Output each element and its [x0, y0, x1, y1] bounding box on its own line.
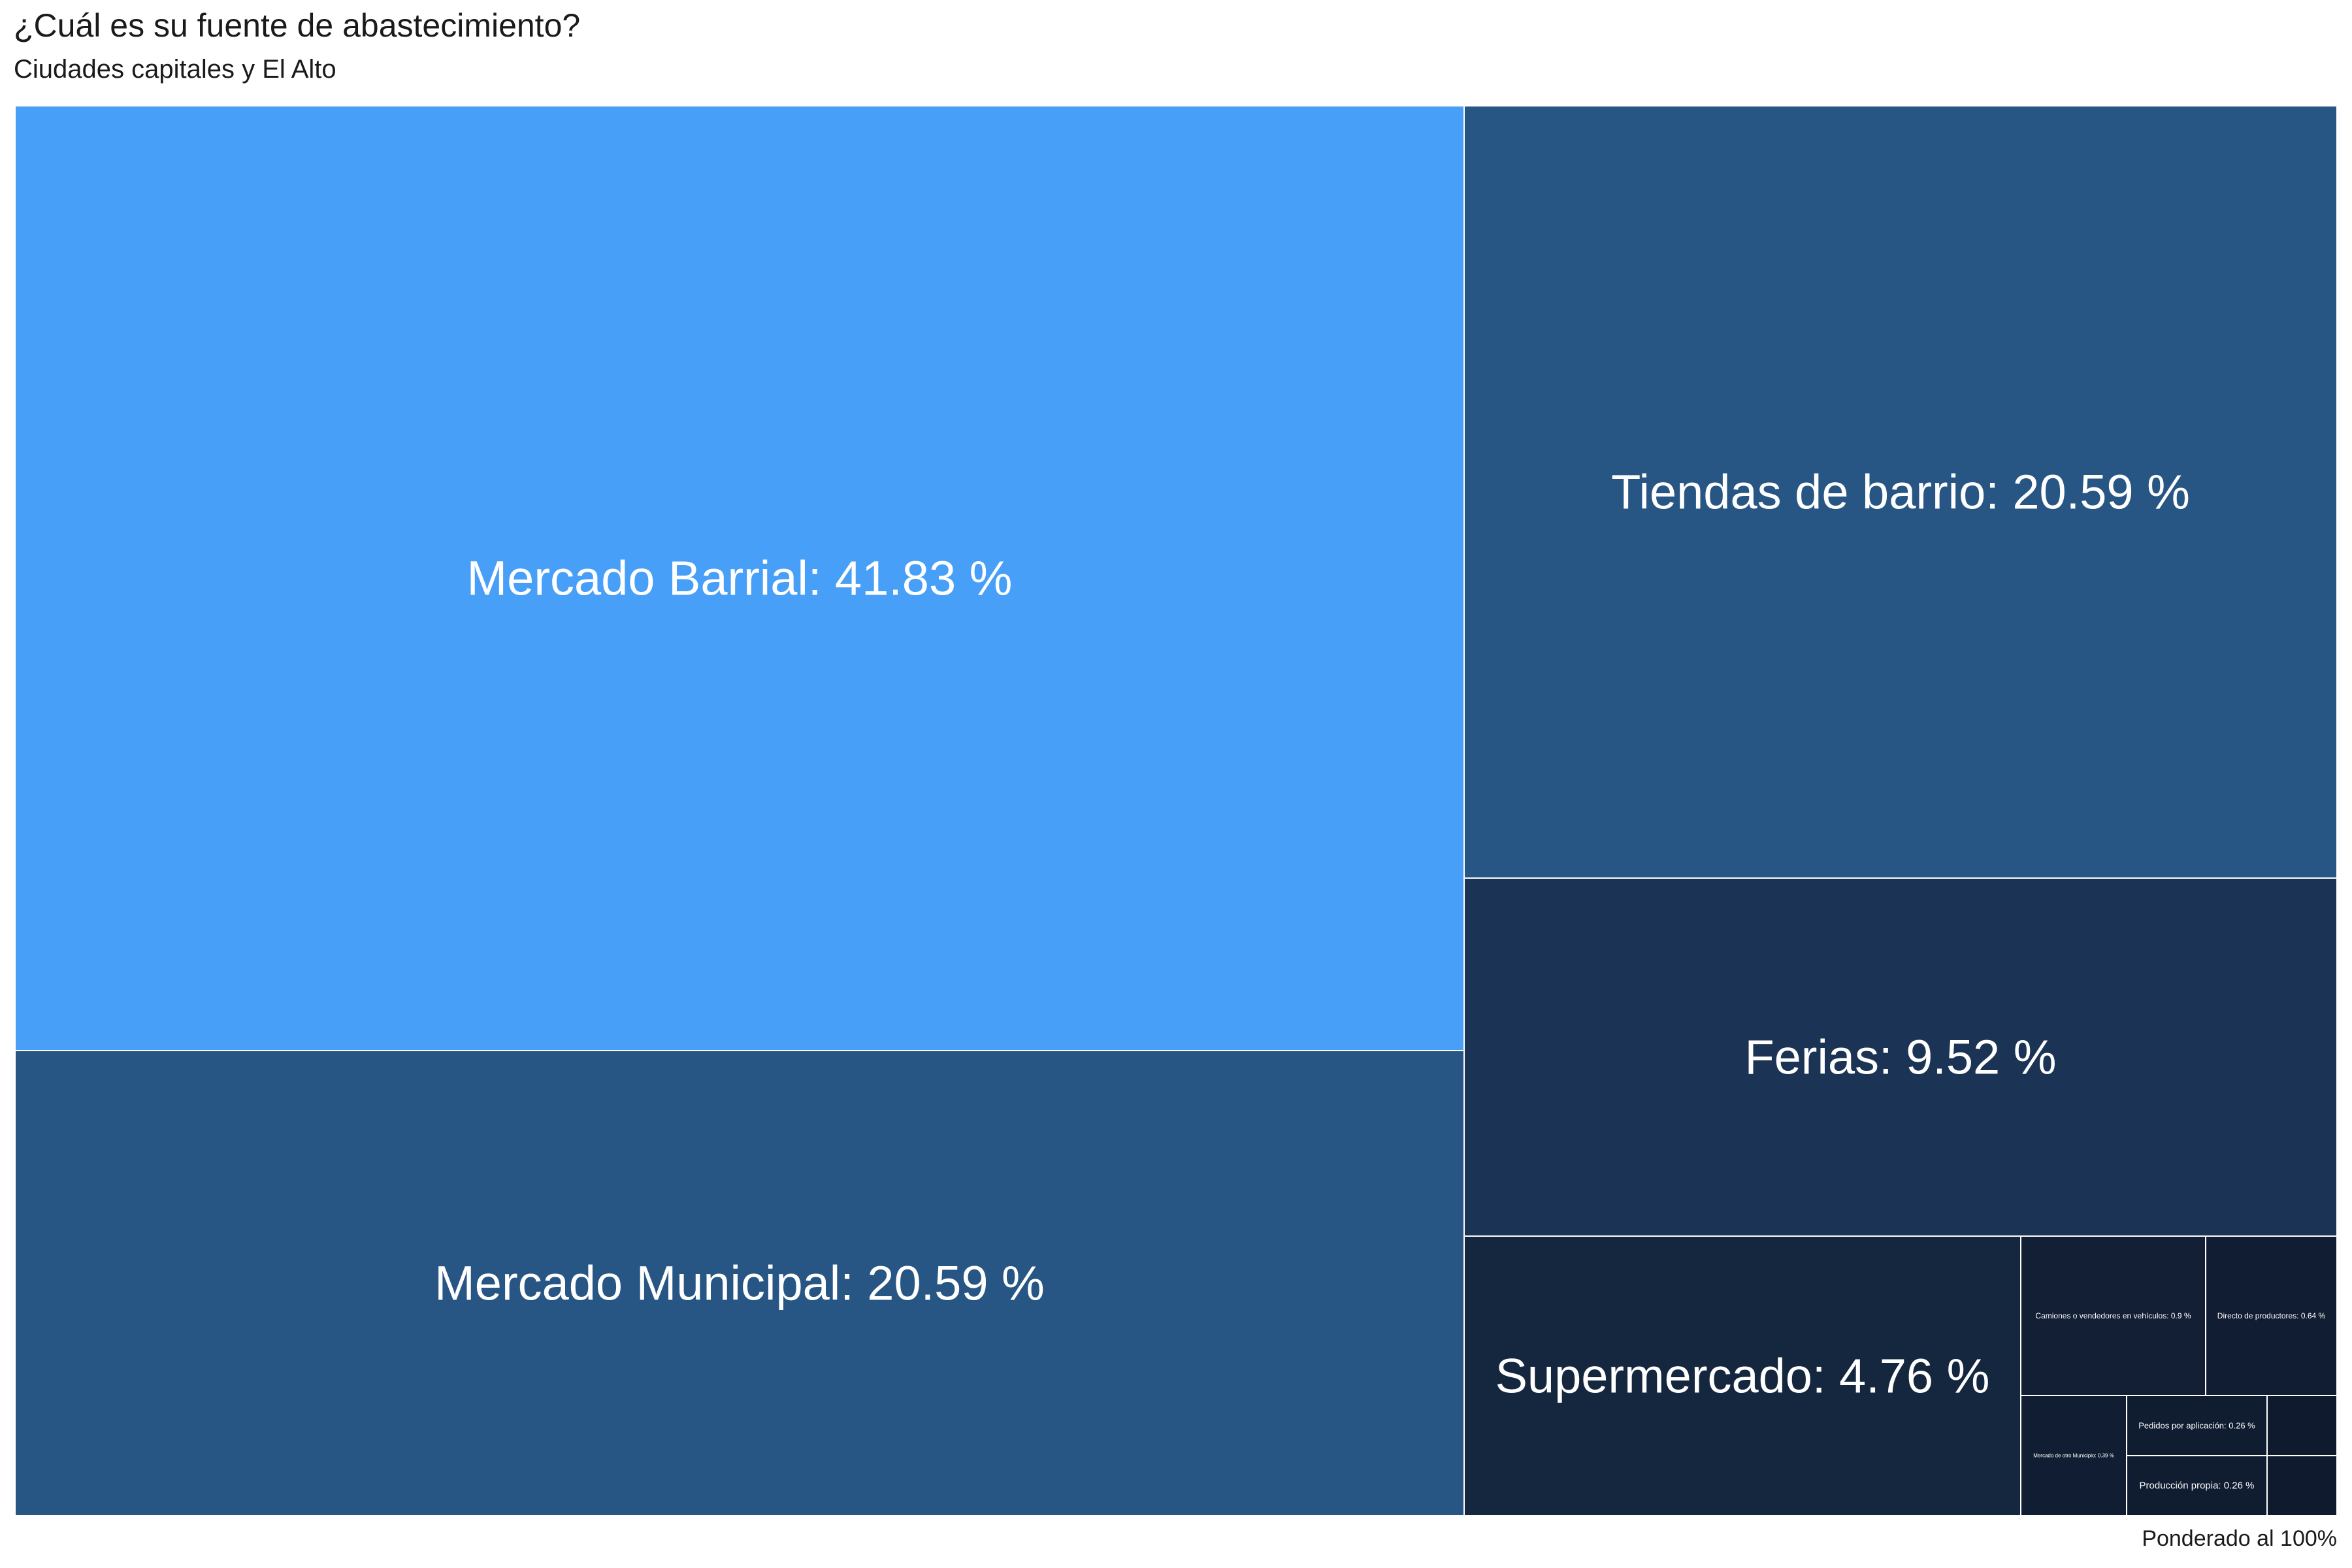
chart-subtitle: Ciudades capitales y El Alto: [14, 55, 336, 84]
treemap-cell-tiendas-de-barrio: [1463, 105, 2338, 879]
treemap-label-mercado-de-otro-municipio: Mercado de otro Municipio: 0.39 %: [2033, 1453, 2114, 1459]
treemap-label-tiendas-de-barrio: Tiendas de barrio: 20.59 %: [1611, 465, 2190, 519]
treemap-label-supermercado: Supermercado: 4.76 %: [1495, 1349, 1990, 1403]
treemap-label-produccion-propia: Producción propia: 0.26 %: [2140, 1480, 2255, 1492]
treemap-label-pedidos-por-aplicacion: Pedidos por aplicación: 0.26 %: [2138, 1421, 2255, 1431]
treemap-label-mercado-municipal: Mercado Municipal: 20.59 %: [434, 1256, 1045, 1311]
chart-title: ¿Cuál es su fuente de abastecimiento?: [14, 7, 581, 44]
treemap-cell-mercado-barrial: [14, 105, 1465, 1051]
chart-caption: Ponderado al 100%: [2142, 1526, 2337, 1551]
treemap-cell-produccion-propia: [2126, 1455, 2268, 1516]
treemap-label-mercado-barrial: Mercado Barrial: 41.83 %: [467, 551, 1013, 606]
treemap-cell-cell-11: [2266, 1455, 2338, 1516]
treemap-cell-ferias: [1463, 877, 2338, 1237]
treemap-cell-mercado-municipal: [14, 1050, 1465, 1516]
treemap-cell-directo-de-productores: [2205, 1235, 2338, 1396]
treemap-cell-cell-10: [2266, 1395, 2338, 1456]
treemap-label-camiones-o-vendedores-en-vehiculos: Camiones o vendedores en vehículos: 0.9 …: [2035, 1311, 2191, 1320]
treemap-label-ferias: Ferias: 9.52 %: [1744, 1030, 2056, 1085]
treemap-label-directo-de-productores: Directo de productores: 0.64 %: [2217, 1311, 2326, 1320]
treemap-cell-supermercado: [1463, 1235, 2021, 1516]
treemap-cell-mercado-de-otro-municipio: [2020, 1395, 2127, 1516]
treemap-cell-camiones-o-vendedores-en-vehiculos: [2020, 1235, 2206, 1396]
